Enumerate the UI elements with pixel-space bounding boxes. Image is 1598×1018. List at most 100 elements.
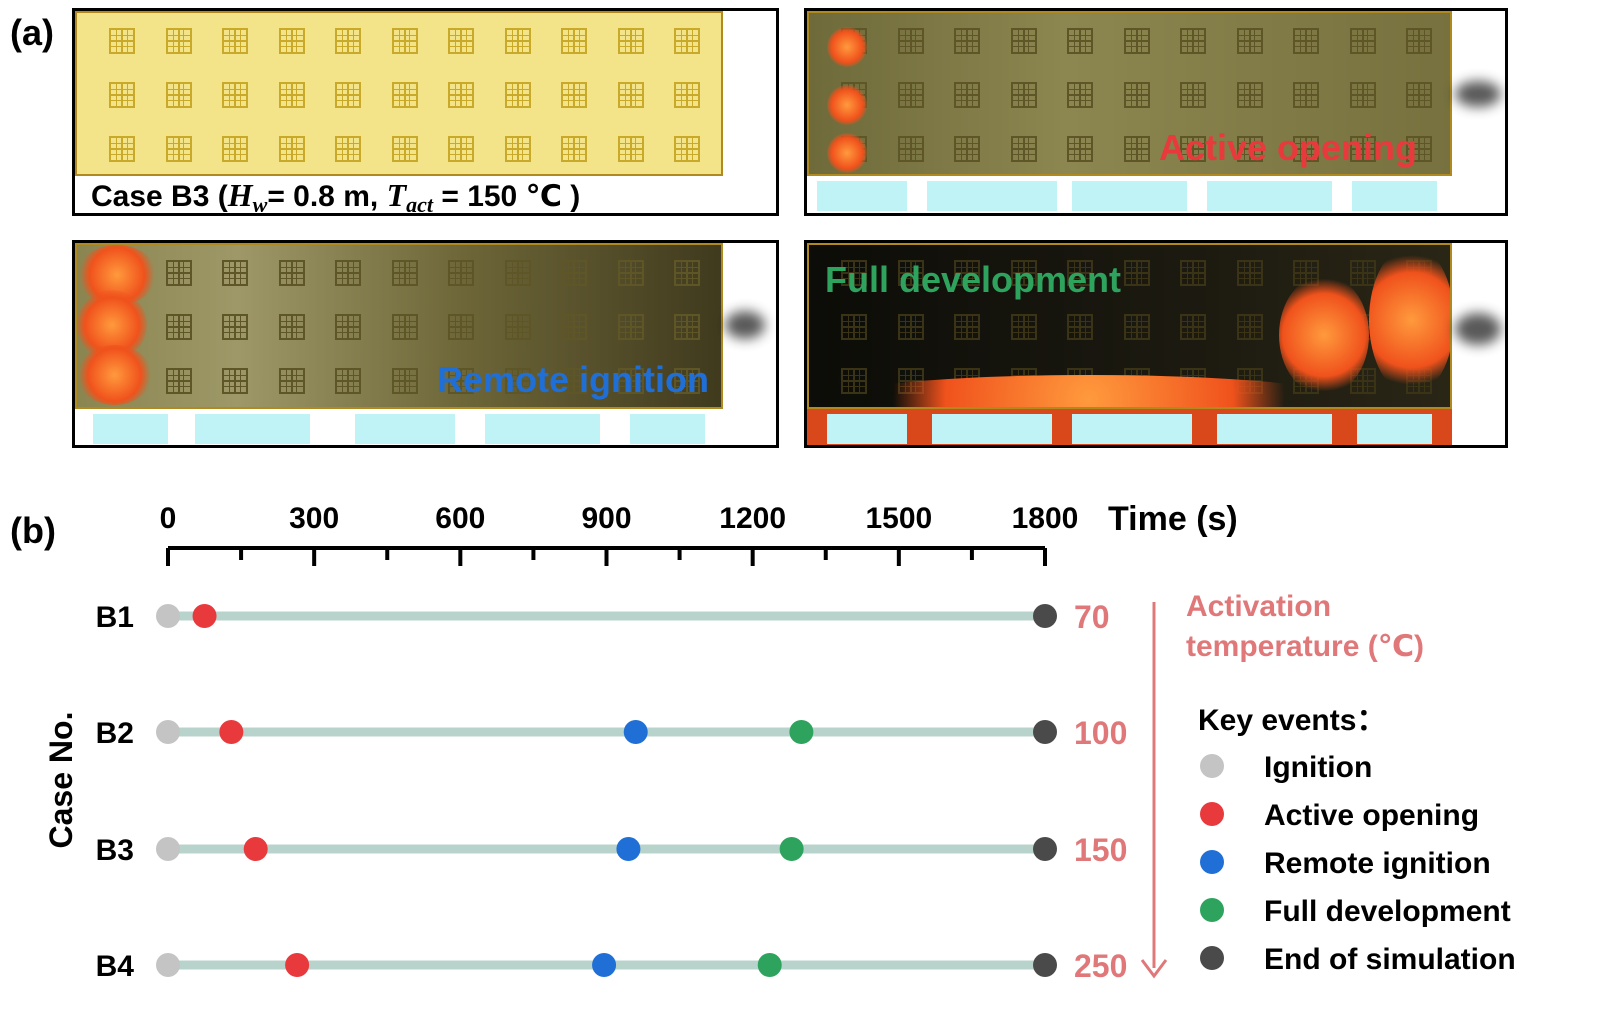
event-marker-active-opening bbox=[285, 953, 310, 977]
legend-label: Ignition bbox=[1264, 751, 1372, 784]
window-icon bbox=[954, 28, 980, 54]
window-icon bbox=[335, 136, 361, 162]
window-icon bbox=[1180, 314, 1206, 340]
x-tick-label: 1200 bbox=[719, 502, 786, 535]
snapshot-active-opening: Active opening bbox=[804, 8, 1508, 216]
window-icon bbox=[617, 28, 644, 54]
window-icon bbox=[278, 260, 305, 286]
window-icon bbox=[1123, 260, 1150, 286]
window-icon bbox=[1406, 136, 1432, 162]
event-marker-ignition bbox=[156, 604, 180, 628]
lower-windows-strip bbox=[807, 176, 1452, 213]
window-icon bbox=[165, 314, 192, 340]
x-tick-label: 900 bbox=[581, 502, 631, 535]
activation-title-line2: temperature (℃) bbox=[1186, 630, 1424, 663]
case-label: B3 bbox=[96, 834, 134, 867]
facade-smoky: Remote ignition bbox=[75, 243, 723, 409]
window-icon bbox=[1123, 314, 1150, 340]
legend-marker bbox=[1200, 898, 1224, 922]
window-icon bbox=[561, 28, 587, 54]
window-icon bbox=[841, 260, 867, 286]
window-icon bbox=[448, 314, 474, 340]
window-icon bbox=[1236, 314, 1263, 340]
window-icon bbox=[391, 368, 418, 394]
snapshot-full-development: Full development bbox=[804, 240, 1508, 448]
x-tick-label: 600 bbox=[435, 502, 485, 535]
smoke-plume bbox=[1455, 81, 1501, 107]
event-marker-end-of-simulation bbox=[1033, 837, 1057, 861]
window-icon bbox=[278, 314, 305, 340]
window-icon bbox=[1349, 136, 1376, 162]
window-icon bbox=[278, 368, 305, 394]
window-icon bbox=[222, 260, 248, 286]
facade-clean bbox=[75, 11, 723, 176]
x-axis-title: Time (s) bbox=[1108, 500, 1238, 538]
window-icon bbox=[1293, 136, 1319, 162]
window-icon bbox=[954, 136, 980, 162]
window-icon bbox=[391, 260, 418, 286]
window-icon bbox=[1180, 260, 1206, 286]
snapshot-case-b3-initial: Case B3 (Hw= 0.8 m, Tact = 150 ℃ ) bbox=[72, 8, 779, 216]
window-icon bbox=[335, 28, 361, 54]
event-marker-full-development bbox=[757, 953, 782, 977]
window-icon bbox=[222, 82, 248, 108]
window-icon bbox=[222, 136, 248, 162]
flame-region bbox=[1369, 245, 1450, 395]
x-tick-label: 0 bbox=[160, 502, 177, 535]
window-icon bbox=[561, 368, 587, 394]
window-icon bbox=[617, 136, 644, 162]
window-icon bbox=[1067, 28, 1093, 54]
window-icon bbox=[674, 368, 700, 394]
window-icon bbox=[335, 314, 361, 340]
window-icon bbox=[1067, 314, 1093, 340]
window-icon bbox=[1349, 260, 1376, 286]
window-icon bbox=[1236, 136, 1263, 162]
window-icon bbox=[561, 82, 587, 108]
window-icon bbox=[391, 28, 418, 54]
event-marker-active-opening bbox=[243, 837, 268, 861]
window-icon bbox=[278, 28, 305, 54]
window-icon bbox=[954, 260, 980, 286]
window-icon bbox=[335, 368, 361, 394]
window-icon bbox=[448, 368, 474, 394]
legend-marker bbox=[1200, 850, 1224, 874]
event-marker-active-opening bbox=[192, 604, 217, 628]
window-icon bbox=[561, 260, 587, 286]
window-icon bbox=[561, 136, 587, 162]
event-marker-ignition bbox=[156, 837, 180, 861]
window-icon bbox=[165, 260, 192, 286]
event-marker-end-of-simulation bbox=[1033, 720, 1057, 744]
window-icon bbox=[222, 28, 248, 54]
window-icon bbox=[1293, 28, 1319, 54]
facade-smoky bbox=[807, 11, 1452, 176]
legend-label: Active opening bbox=[1264, 799, 1479, 832]
snapshot-remote-ignition: Remote ignition bbox=[72, 240, 779, 448]
facade-dark: Full development bbox=[807, 243, 1452, 409]
event-marker-end-of-simulation bbox=[1033, 953, 1057, 977]
event-marker-full-development bbox=[779, 837, 804, 861]
window-icon bbox=[1406, 82, 1432, 108]
window-icon bbox=[1180, 82, 1206, 108]
window-icon bbox=[897, 260, 924, 286]
window-icon bbox=[109, 28, 135, 54]
case-caption: Case B3 (Hw= 0.8 m, Tact = 150 ℃ ) bbox=[91, 177, 581, 216]
window-icon bbox=[391, 136, 418, 162]
window-icon bbox=[1010, 260, 1037, 286]
window-icon bbox=[954, 314, 980, 340]
legend-marker bbox=[1200, 946, 1224, 970]
event-marker-remote-ignition bbox=[616, 837, 641, 861]
window-icon bbox=[897, 82, 924, 108]
legend-label: Remote ignition bbox=[1264, 847, 1491, 880]
window-icon bbox=[165, 136, 192, 162]
legend-marker bbox=[1200, 754, 1224, 778]
window-icon bbox=[335, 82, 361, 108]
flame-region bbox=[827, 85, 867, 125]
window-icon bbox=[448, 28, 474, 54]
panel-a-label: (a) bbox=[10, 12, 54, 53]
window-icon bbox=[954, 82, 980, 108]
window-icon bbox=[504, 260, 531, 286]
flame-region bbox=[827, 27, 867, 67]
window-icon bbox=[561, 314, 587, 340]
full-development-label: Full development bbox=[825, 259, 1122, 300]
window-icon bbox=[222, 314, 248, 340]
